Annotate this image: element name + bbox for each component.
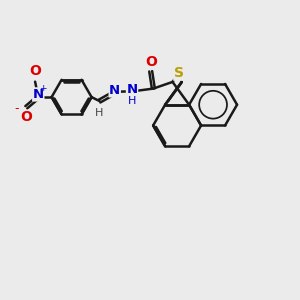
- Text: O: O: [29, 64, 41, 79]
- Text: O: O: [20, 110, 32, 124]
- Text: N: N: [109, 84, 120, 97]
- Text: N: N: [33, 88, 44, 101]
- Text: N: N: [127, 83, 138, 96]
- Text: +: +: [39, 84, 47, 93]
- Text: H: H: [95, 108, 104, 118]
- Text: O: O: [145, 55, 157, 69]
- Text: H: H: [128, 96, 136, 106]
- Text: -: -: [14, 102, 18, 115]
- Text: S: S: [174, 66, 184, 80]
